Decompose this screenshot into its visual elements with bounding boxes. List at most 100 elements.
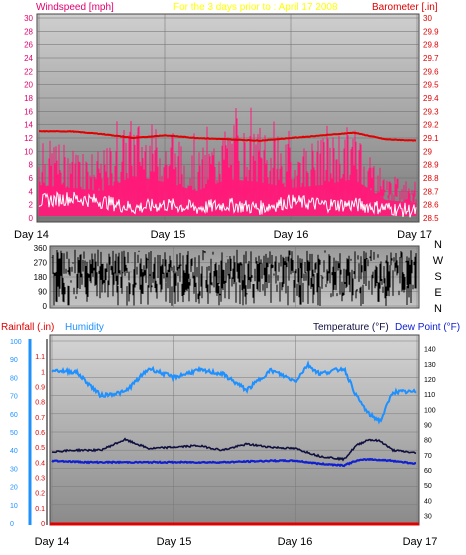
humidity-tick: 0 [10,521,14,528]
compass-label: N [434,239,442,251]
temperature-tick: 110 [424,392,435,399]
chart-title: For the 3 days prior to : April 17 2008 [173,2,338,13]
barometer-tick: 28.7 [423,187,439,196]
temperature-tick: 100 [424,407,436,414]
temperature-axis-title: Temperature (°F) [313,322,389,333]
humidity-tick: 50 [10,430,18,437]
windspeed-tick: 24 [24,54,33,63]
temperature-tick: 30 [424,513,432,520]
barometer-tick: 29.3 [423,107,439,116]
wind-series [38,190,417,218]
temperature-tick: 80 [424,438,432,445]
humidity-tick: 10 [10,503,18,510]
barometer-tick: 29.6 [423,67,439,76]
humidity-tick: 20 [10,485,18,492]
direction-tick: 90 [38,288,47,297]
rainfall-tick: 0.5 [35,445,45,452]
rainfall-tick: 0.7 [35,415,45,422]
direction-tick: 180 [34,273,48,282]
compass-label: N [434,303,442,315]
windspeed-tick: 20 [24,81,33,90]
barometer-tick: 28.8 [423,174,439,183]
barometer-tick: 29.5 [423,81,439,90]
barometer-tick: 29.7 [423,54,439,63]
humidity-tick: 60 [10,412,18,419]
rainfall-tick: 0 [41,521,45,528]
rainfall-axis-title: Rainfall (.in) [1,322,54,333]
temperature-tick: 60 [424,468,432,475]
windspeed-tick: 28 [24,27,33,36]
compass-label: S [434,271,441,283]
humidity-tick: 40 [10,448,18,455]
temperature-series [51,437,417,462]
temperature-tick: 50 [424,483,432,490]
windspeed-tick: 0 [29,214,34,223]
barometer-tick: 30 [423,14,432,23]
rainfall-tick: 0.1 [35,506,45,513]
temperature-tick: 130 [424,362,436,369]
barometer-axis-title: Barometer [.in] [372,2,438,13]
compass-label: W [433,255,444,267]
rainfall-tick: 0.9 [35,385,45,392]
direction-tick: 0 [43,302,48,311]
windspeed-tick: 22 [24,67,33,76]
windspeed-axis-title: Windspeed [mph] [36,2,114,13]
rainfall-tick: 1.1 [35,354,45,361]
barometer-tick: 29 [423,147,432,156]
windspeed-tick: 6 [29,174,34,183]
humidity-tick: 90 [10,357,18,364]
windspeed-tick: 4 [29,187,34,196]
temperature-tick: 40 [424,498,432,505]
windspeed-tick: 8 [29,161,34,170]
x-tick-day: Day 15 [157,536,192,548]
humidity-tick: 100 [10,339,22,346]
x-tick-day: Day 14 [14,229,49,241]
barometer-tick: 29.9 [423,27,439,36]
barometer-series [39,130,417,142]
humidity-series [51,359,417,425]
direction-tick: 270 [34,259,48,268]
temperature-tick: 140 [424,347,436,354]
x-tick-day: Day 15 [151,229,186,241]
rainfall-tick: 0.6 [35,430,45,437]
x-tick-day: Day 14 [35,536,70,548]
dew-point-series [51,457,416,468]
barometer-tick: 28.6 [423,201,439,210]
direction-tick: 360 [34,244,48,253]
humidity-tick: 30 [10,466,18,473]
temp-humidity-panel [49,334,420,526]
humidity-axis-title: Humidity [65,322,104,333]
wind-direction-series [51,249,417,306]
windspeed-tick: 18 [24,94,33,103]
x-tick-day: Day 17 [397,229,432,241]
windspeed-tick: 12 [24,134,33,143]
barometer-tick: 28.5 [423,214,439,223]
barometer-tick: 29.1 [423,134,439,143]
windspeed-tick: 26 [24,41,33,50]
compass-label: E [434,287,441,299]
x-tick-day: Day 17 [403,536,438,548]
windspeed-tick: 2 [29,201,34,210]
rainfall-tick: 0.2 [35,491,45,498]
rainfall-tick: 0.3 [35,476,45,483]
windspeed-tick: 10 [24,147,33,156]
windspeed-tick: 16 [24,107,33,116]
x-tick-day: Day 16 [274,229,309,241]
barometer-tick: 29.8 [423,41,439,50]
humidity-tick: 80 [10,375,18,382]
barometer-tick: 29.2 [423,121,439,130]
temperature-tick: 70 [424,453,432,460]
x-tick-day: Day 16 [278,536,313,548]
rainfall-tick: 0.4 [35,460,45,467]
temperature-tick: 90 [424,422,432,429]
rainfall-tick: 1 [41,369,45,376]
rainfall-tick: 0.8 [35,400,45,407]
dewpoint-axis-title: Dew Point (°F) [395,322,460,333]
windspeed-tick: 30 [24,14,33,23]
humidity-tick: 70 [10,394,18,401]
barometer-tick: 28.9 [423,161,439,170]
temperature-tick: 120 [424,377,436,384]
windspeed-tick: 14 [24,121,33,130]
